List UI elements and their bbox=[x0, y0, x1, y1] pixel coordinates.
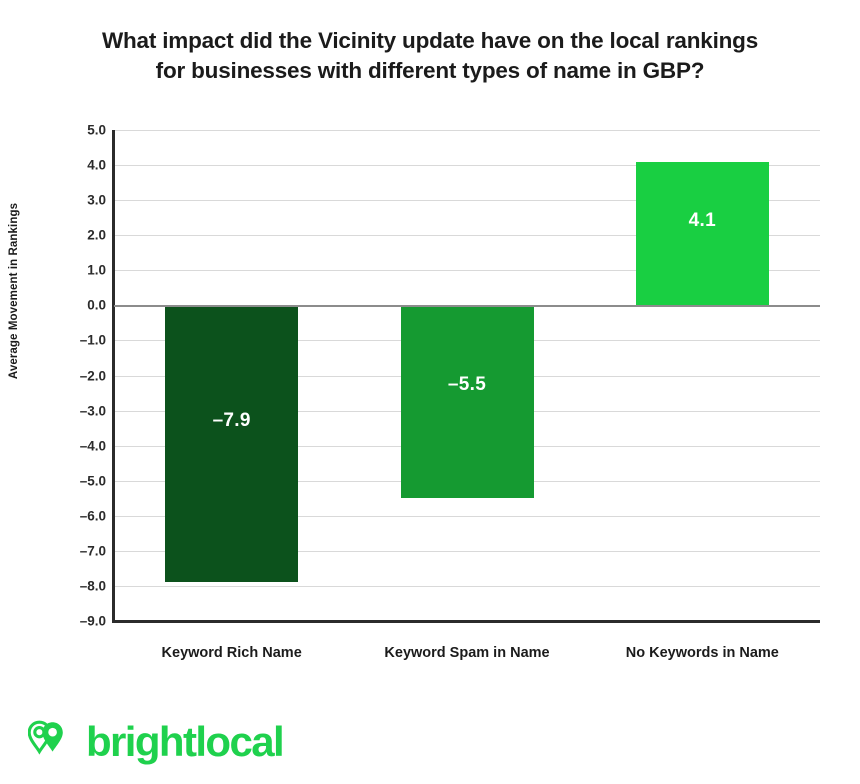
y-axis-tick-label: –5.0 bbox=[79, 473, 106, 489]
x-axis-tick-label: No Keywords in Name bbox=[625, 645, 779, 661]
x-axis-tick-label: Keyword Rich Name bbox=[161, 645, 302, 661]
bar[interactable]: –5.5 bbox=[400, 305, 534, 499]
y-axis-tick-label: –4.0 bbox=[79, 438, 106, 454]
pin-heart-icon bbox=[28, 720, 63, 755]
gridline bbox=[114, 585, 820, 587]
gridline bbox=[114, 165, 820, 167]
gridline bbox=[114, 270, 820, 272]
plot-area: –7.9 –5.5 4.1 bbox=[114, 130, 820, 622]
gridline bbox=[114, 200, 820, 202]
y-axis-tick-label: –3.0 bbox=[79, 403, 106, 419]
y-axis-tick-label: 1.0 bbox=[87, 262, 106, 278]
page-title: What impact did the Vicinity update have… bbox=[0, 26, 860, 86]
y-axis-tick-label: 2.0 bbox=[87, 227, 106, 243]
gridline bbox=[114, 550, 820, 552]
y-axis-tick-label: –2.0 bbox=[79, 368, 106, 383]
x-axis-tick-label: Keyword Spam in Name bbox=[384, 645, 550, 661]
brand-footer: brightlocal bbox=[28, 712, 285, 772]
y-axis-tick-label: –9.0 bbox=[79, 613, 106, 629]
bar-chart: Average Movement in Rankings 5.0 4.0 3.0 2.… bbox=[8, 123, 820, 669]
bar-value-label: –7.9 bbox=[212, 409, 251, 431]
brand-name: brightlocal bbox=[86, 718, 285, 765]
y-axis-tick-label: 0.0 bbox=[87, 297, 106, 313]
y-axis-tick-labels: 5.0 4.0 3.0 2.0 1.0 0.0 –1.0 –2.0 –3.0 –4.0 –5.0 –6… bbox=[38, 123, 106, 629]
y-axis-tick-label: –8.0 bbox=[79, 578, 106, 594]
y-axis-title: Average Movement in Rankings bbox=[8, 202, 20, 380]
bar-value-label: –5.5 bbox=[447, 374, 487, 396]
y-axis-tick-label: 5.0 bbox=[87, 122, 106, 138]
y-axis-tick-label: 4.0 bbox=[87, 157, 106, 173]
x-axis-tick-labels: Keyword Rich Name Keyword Spam in Name No … bbox=[114, 645, 820, 669]
y-axis-tick-label: –6.0 bbox=[79, 508, 106, 524]
y-axis-tick-label: –1.0 bbox=[79, 332, 106, 348]
gridline bbox=[114, 235, 820, 237]
page-title-line-1: What impact did the Vicinity update have… bbox=[101, 28, 759, 53]
page-title-line-2: for businesses with different types of n… bbox=[155, 58, 705, 83]
zero-line bbox=[114, 305, 820, 308]
bar[interactable]: –7.9 bbox=[165, 305, 299, 583]
y-axis-tick-label: –7.0 bbox=[79, 543, 106, 559]
bar-value-label: 4.1 bbox=[688, 209, 716, 231]
gridline bbox=[114, 130, 820, 131]
x-axis-line bbox=[112, 620, 820, 623]
y-axis-line bbox=[112, 130, 115, 622]
gridline bbox=[114, 515, 820, 517]
y-axis-tick-label: 3.0 bbox=[87, 192, 106, 208]
bar[interactable]: 4.1 bbox=[635, 161, 769, 306]
